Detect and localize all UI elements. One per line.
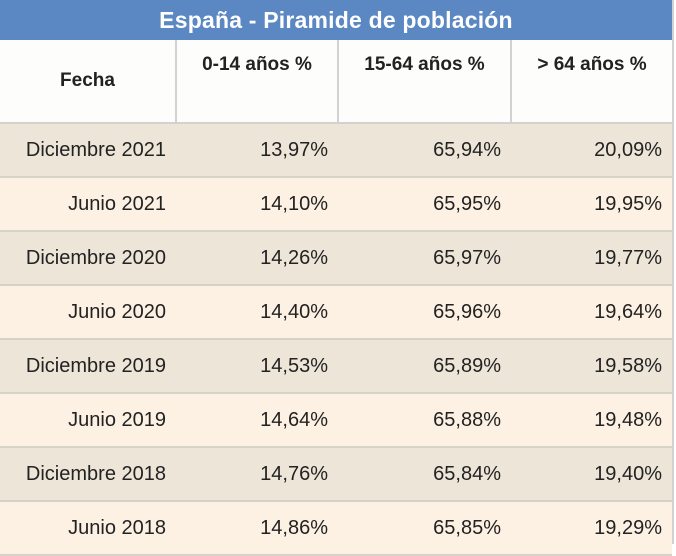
cell-0-14: 14,64%: [176, 393, 338, 448]
cell-fecha: Junio 2019: [0, 393, 176, 448]
cell-15-64: 65,96%: [338, 285, 511, 340]
table-header-row: Fecha 0-14 años % 15-64 años % > 64 años…: [0, 40, 672, 124]
table-row: Junio 2020 14,40% 65,96% 19,64%: [0, 285, 672, 340]
column-header-fecha: Fecha: [0, 40, 177, 124]
cell-fecha: Junio 2018: [0, 501, 176, 556]
cell-fecha: Diciembre 2019: [0, 339, 176, 394]
cell-0-14: 14,26%: [176, 231, 338, 286]
cell-fecha: Junio 2021: [0, 177, 176, 232]
cell-fecha: Diciembre 2020: [0, 231, 176, 286]
cell-64-plus: 19,77%: [511, 231, 672, 286]
cell-0-14: 14,86%: [176, 501, 338, 556]
cell-15-64: 65,95%: [338, 177, 511, 232]
table-row: Diciembre 2020 14,26% 65,97% 19,77%: [0, 231, 672, 286]
cell-15-64: 65,88%: [338, 393, 511, 448]
cell-0-14: 14,53%: [176, 339, 338, 394]
cell-64-plus: 19,48%: [511, 393, 672, 448]
table-row: Diciembre 2019 14,53% 65,89% 19,58%: [0, 339, 672, 394]
cell-0-14: 14,10%: [176, 177, 338, 232]
cell-fecha: Junio 2020: [0, 285, 176, 340]
cell-15-64: 65,97%: [338, 231, 511, 286]
cell-15-64: 65,85%: [338, 501, 511, 556]
cell-0-14: 14,40%: [176, 285, 338, 340]
cell-fecha: Diciembre 2021: [0, 123, 176, 178]
cell-fecha: Diciembre 2018: [0, 447, 176, 502]
column-header-64-plus: > 64 años %: [511, 40, 672, 124]
cell-64-plus: 19,40%: [511, 447, 672, 502]
cell-64-plus: 20,09%: [511, 123, 672, 178]
cell-0-14: 13,97%: [176, 123, 338, 178]
table-row: Junio 2021 14,10% 65,95% 19,95%: [0, 177, 672, 232]
cell-64-plus: 19,64%: [511, 285, 672, 340]
column-header-15-64: 15-64 años %: [338, 40, 512, 124]
table-row: Diciembre 2021 13,97% 65,94% 20,09%: [0, 123, 672, 178]
population-table: Fecha 0-14 años % 15-64 años % > 64 años…: [0, 40, 672, 556]
column-header-0-14: 0-14 años %: [176, 40, 339, 124]
table-row: Junio 2019 14,64% 65,88% 19,48%: [0, 393, 672, 448]
cell-15-64: 65,84%: [338, 447, 511, 502]
table-row: Diciembre 2018 14,76% 65,84% 19,40%: [0, 447, 672, 502]
cell-64-plus: 19,58%: [511, 339, 672, 394]
cell-15-64: 65,94%: [338, 123, 511, 178]
table-title: España - Piramide de población: [0, 0, 672, 40]
cell-64-plus: 19,95%: [511, 177, 672, 232]
table-row: Junio 2018 14,86% 65,85% 19,29%: [0, 501, 672, 556]
cell-0-14: 14,76%: [176, 447, 338, 502]
cell-15-64: 65,89%: [338, 339, 511, 394]
cell-64-plus: 19,29%: [511, 501, 672, 556]
